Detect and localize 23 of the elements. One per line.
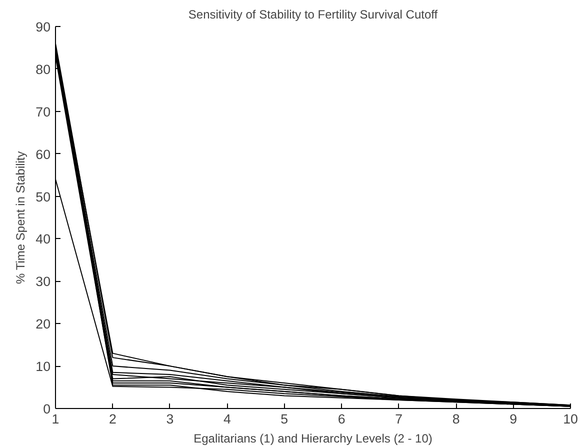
x-tick-label: 3: [166, 412, 174, 426]
x-tick-label: 6: [338, 412, 346, 426]
y-tick-label: 10: [36, 359, 51, 374]
chart-title: Sensitivity of Stability to Fertility Survival Cutoff: [188, 8, 438, 22]
x-tick-label: 10: [563, 412, 578, 426]
y-tick-label: 20: [36, 316, 51, 332]
y-tick-label: 50: [36, 189, 51, 204]
y-tick-label: 60: [36, 146, 51, 162]
x-tick-label: 8: [452, 412, 460, 426]
x-tick-label: 2: [109, 412, 116, 426]
y-tick-label: 70: [36, 104, 51, 120]
x-tick-label: 4: [223, 412, 232, 426]
x-tick-label: 1: [52, 412, 60, 426]
y-tick-label: 90: [36, 20, 51, 34]
y-axis-title: % Time Spent in Stability: [14, 151, 28, 284]
x-tick-label: 5: [280, 412, 288, 426]
x-axis-title: Egalitarians (1) and Hierarchy Levels (2 - 10): [194, 432, 432, 446]
y-tick-label: 40: [36, 232, 51, 247]
y-tick-label: 80: [36, 62, 51, 77]
x-tick-label: 7: [395, 412, 403, 426]
y-tick-label: 0: [43, 402, 51, 416]
y-tick-label: 30: [36, 274, 51, 290]
x-tick-label: 9: [510, 412, 517, 426]
